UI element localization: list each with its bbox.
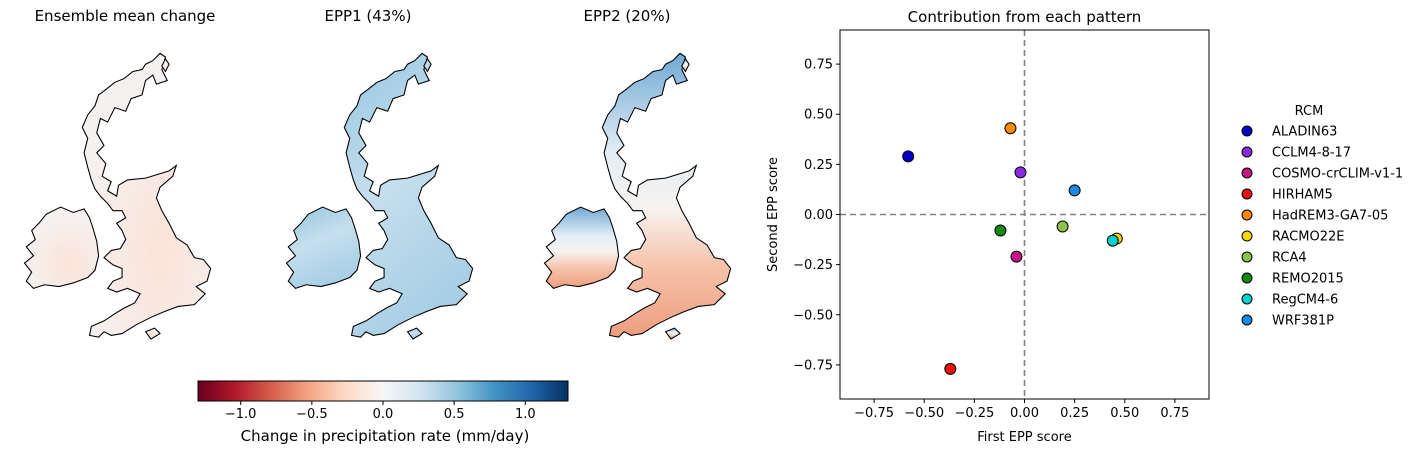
colorbar-label: Change in precipitation rate (mm/day): [240, 427, 530, 445]
legend-label: WRF381P: [1272, 314, 1334, 329]
map-title-epp2: EPP2 (20%): [583, 7, 671, 25]
legend-label: ALADIN63: [1272, 125, 1337, 140]
point-wrf381p: [1068, 184, 1081, 197]
colorbar-tick-label: 0.5: [444, 407, 465, 420]
y-tick-label: −0.50: [793, 308, 833, 323]
map-title-ensemble-mean: Ensemble mean change: [34, 7, 216, 25]
x-axis-label: First EPP score: [977, 430, 1071, 445]
colorbar-gradient: [197, 380, 569, 402]
legend-marker-wrf381p: [1241, 314, 1253, 326]
colorbar: −1.0 −0.5 0.0 0.5 1.0: [197, 380, 569, 420]
colorbar-tick-label: −1.0: [225, 407, 257, 420]
y-axis-label: Second EPP score: [766, 157, 781, 272]
legend-marker-rca4: [1241, 251, 1253, 263]
legend-label: HIRHAM5: [1272, 188, 1333, 203]
point-cclm4-8-17: [1014, 166, 1027, 179]
map-panel-epp2: [543, 52, 732, 340]
point-regcm4-6: [1106, 234, 1119, 247]
x-tick-label: 0.25: [1060, 406, 1089, 421]
x-tick-label: −0.75: [854, 406, 894, 421]
point-hirham5: [944, 362, 957, 375]
point-aladin63: [902, 150, 915, 163]
y-tick-label: −0.25: [793, 258, 833, 273]
legend-label: COSMO-crCLIM-v1-1: [1272, 167, 1403, 182]
y-tick-label: 0.25: [804, 158, 833, 173]
x-tick-label: −0.50: [904, 406, 944, 421]
legend-title: RCM: [1295, 104, 1324, 119]
colorbar-tick-label: 1.0: [515, 407, 536, 420]
x-tick-label: 0.75: [1160, 406, 1189, 421]
point-rca4: [1056, 220, 1069, 233]
legend-marker-regcm4-6: [1241, 293, 1253, 305]
legend-marker-hirham5: [1241, 188, 1253, 200]
legend-label: RACMO22E: [1272, 230, 1344, 245]
y-tick-label: 0.75: [804, 58, 833, 73]
legend-marker-hadrem3-ga7-05: [1241, 209, 1253, 221]
chart-title: Contribution from each pattern: [908, 8, 1142, 26]
y-tick-label: 0.00: [804, 208, 833, 223]
legend-label: RegCM4-6: [1272, 293, 1338, 308]
colorbar-tick-label: −0.5: [296, 407, 328, 420]
legend-label: RCA4: [1272, 251, 1307, 266]
point-hadrem3-ga7-05: [1004, 122, 1017, 135]
legend-marker-cclm4-8-17: [1241, 146, 1253, 158]
y-tick-label: −0.75: [793, 358, 833, 373]
legend-marker-cosmo-crclim-v1-1: [1241, 167, 1253, 179]
y-tick-label: 0.50: [804, 108, 833, 123]
map-panel-ensemble-mean: [23, 52, 212, 340]
maps-area: [23, 52, 732, 340]
x-tick-label: 0.50: [1110, 406, 1139, 421]
legend-label: CCLM4-8-17: [1272, 146, 1351, 161]
legend-label: HadREM3-GA7-05: [1272, 209, 1388, 224]
scatter-chart: Contribution from each pattern −0.75 −0.50…: [766, 8, 1403, 445]
map-panel-epp1: [285, 52, 474, 340]
colorbar-tick-label: 0.0: [373, 407, 394, 420]
legend-label: REMO2015: [1272, 272, 1344, 287]
map-title-epp1: EPP1 (43%): [324, 7, 412, 25]
legend-marker-aladin63: [1241, 125, 1253, 137]
x-tick-label: −0.25: [954, 406, 994, 421]
x-tick-label: 0.00: [1010, 406, 1039, 421]
legend-marker-remo2015: [1241, 272, 1253, 284]
legend-marker-racmo22e: [1241, 230, 1253, 242]
point-remo2015: [994, 224, 1007, 237]
point-cosmo-crclim-v1-1: [1010, 250, 1023, 263]
